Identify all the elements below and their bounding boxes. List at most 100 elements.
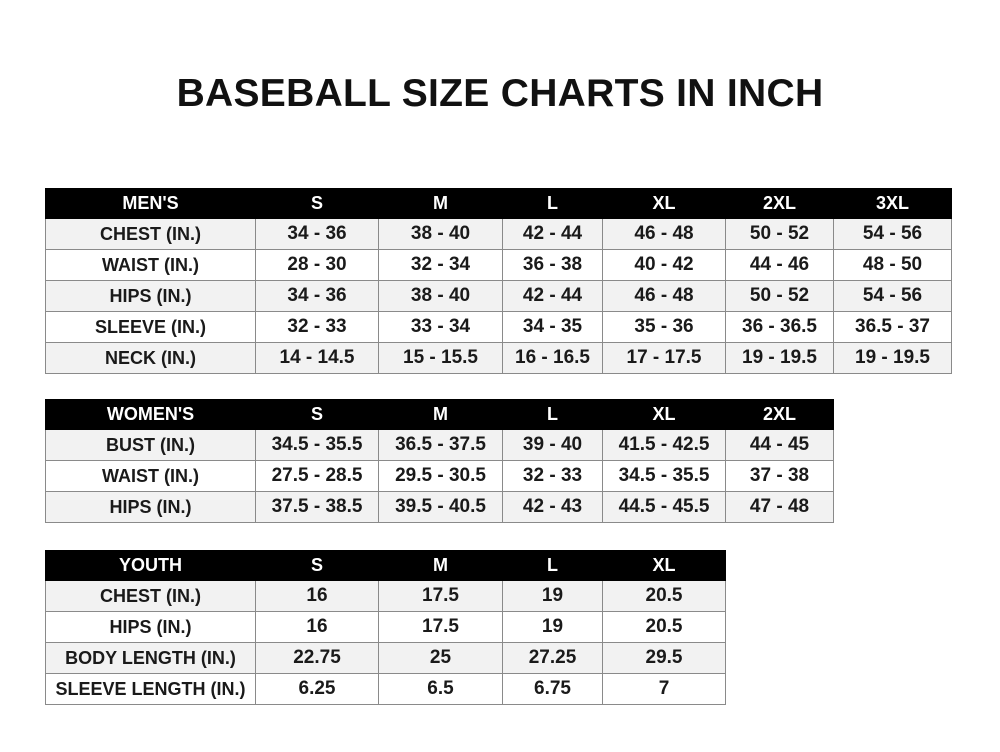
- size-value: 36 - 36.5: [725, 311, 834, 343]
- size-value: 38 - 40: [378, 280, 503, 312]
- size-value: 6.5: [378, 673, 503, 705]
- table-row: WAIST (IN.) 27.5 - 28.5 29.5 - 30.5 32 - 33…: [45, 460, 834, 492]
- size-value: 17.5: [378, 611, 503, 643]
- measurement-label: HIPS (IN.): [45, 611, 256, 643]
- size-header: S: [255, 399, 379, 430]
- size-value: 34.5 - 35.5: [255, 429, 379, 461]
- table-row: CHEST (IN.) 16 17.5 19 20.5: [45, 580, 726, 612]
- size-value: 36 - 38: [502, 249, 603, 281]
- category-header: YOUTH: [45, 550, 256, 581]
- size-value: 27.5 - 28.5: [255, 460, 379, 492]
- size-value: 42 - 44: [502, 280, 603, 312]
- size-value: 36.5 - 37: [833, 311, 952, 343]
- youth-size-table: YOUTH S M L XL CHEST (IN.) 16 17.5 19 20.5 HIPS (I…: [45, 550, 726, 705]
- table-row: BODY LENGTH (IN.) 22.75 25 27.25 29.5: [45, 642, 726, 674]
- size-header: XL: [602, 399, 726, 430]
- table-row: SLEEVE LENGTH (IN.) 6.25 6.5 6.75 7: [45, 673, 726, 705]
- measurement-label: WAIST (IN.): [45, 249, 256, 281]
- size-value: 37.5 - 38.5: [255, 491, 379, 523]
- size-value: 20.5: [602, 580, 726, 612]
- category-header: WOMEN'S: [45, 399, 256, 430]
- size-header: L: [502, 188, 603, 219]
- size-value: 54 - 56: [833, 218, 952, 250]
- size-value: 39 - 40: [502, 429, 603, 461]
- size-header: M: [378, 399, 503, 430]
- size-header: L: [502, 550, 603, 581]
- measurement-label: WAIST (IN.): [45, 460, 256, 492]
- size-value: 37 - 38: [725, 460, 834, 492]
- header-row: YOUTH S M L XL: [45, 550, 726, 581]
- measurement-label: HIPS (IN.): [45, 491, 256, 523]
- measurement-label: NECK (IN.): [45, 342, 256, 374]
- size-value: 44 - 46: [725, 249, 834, 281]
- size-value: 33 - 34: [378, 311, 503, 343]
- header-row: MEN'S S M L XL 2XL 3XL: [45, 188, 952, 219]
- size-value: 15 - 15.5: [378, 342, 503, 374]
- measurement-label: HIPS (IN.): [45, 280, 256, 312]
- size-value: 16: [255, 580, 379, 612]
- size-value: 32 - 34: [378, 249, 503, 281]
- table-row: HIPS (IN.) 37.5 - 38.5 39.5 - 40.5 42 - 43 4…: [45, 491, 834, 523]
- size-value: 16 - 16.5: [502, 342, 603, 374]
- size-value: 50 - 52: [725, 218, 834, 250]
- size-header: M: [378, 188, 503, 219]
- size-value: 34 - 36: [255, 218, 379, 250]
- measurement-label: CHEST (IN.): [45, 580, 256, 612]
- size-value: 50 - 52: [725, 280, 834, 312]
- size-value: 42 - 44: [502, 218, 603, 250]
- size-value: 35 - 36: [602, 311, 726, 343]
- table-row: WAIST (IN.) 28 - 30 32 - 34 36 - 38 40 - 42 4…: [45, 249, 952, 281]
- mens-size-table: MEN'S S M L XL 2XL 3XL CHEST (IN.) 34 - 36 38 - 4…: [45, 188, 952, 374]
- size-value: 20.5: [602, 611, 726, 643]
- measurement-label: SLEEVE LENGTH (IN.): [45, 673, 256, 705]
- size-value: 44 - 45: [725, 429, 834, 461]
- size-value: 6.75: [502, 673, 603, 705]
- size-value: 19 - 19.5: [725, 342, 834, 374]
- size-value: 17.5: [378, 580, 503, 612]
- size-header: L: [502, 399, 603, 430]
- size-value: 16: [255, 611, 379, 643]
- table-row: HIPS (IN.) 16 17.5 19 20.5: [45, 611, 726, 643]
- table-row: HIPS (IN.) 34 - 36 38 - 40 42 - 44 46 - 48 50…: [45, 280, 952, 312]
- size-header: S: [255, 188, 379, 219]
- page-title: BASEBALL SIZE CHARTS IN INCH: [176, 72, 824, 115]
- size-value: 6.25: [255, 673, 379, 705]
- size-value: 48 - 50: [833, 249, 952, 281]
- size-value: 17 - 17.5: [602, 342, 726, 374]
- size-header: 2XL: [725, 188, 834, 219]
- header-row: WOMEN'S S M L XL 2XL: [45, 399, 834, 430]
- size-value: 14 - 14.5: [255, 342, 379, 374]
- size-value: 27.25: [502, 642, 603, 674]
- size-value: 29.5 - 30.5: [378, 460, 503, 492]
- size-header: S: [255, 550, 379, 581]
- size-value: 38 - 40: [378, 218, 503, 250]
- size-value: 29.5: [602, 642, 726, 674]
- measurement-label: BUST (IN.): [45, 429, 256, 461]
- size-value: 34 - 36: [255, 280, 379, 312]
- size-header: M: [378, 550, 503, 581]
- womens-size-table: WOMEN'S S M L XL 2XL BUST (IN.) 34.5 - 35.5 36.5…: [45, 399, 834, 523]
- size-value: 46 - 48: [602, 218, 726, 250]
- table-row: SLEEVE (IN.) 32 - 33 33 - 34 34 - 35 35 - 36…: [45, 311, 952, 343]
- size-value: 28 - 30: [255, 249, 379, 281]
- size-value: 47 - 48: [725, 491, 834, 523]
- size-value: 34.5 - 35.5: [602, 460, 726, 492]
- size-value: 19: [502, 611, 603, 643]
- table-row: CHEST (IN.) 34 - 36 38 - 40 42 - 44 46 - 48 5…: [45, 218, 952, 250]
- size-value: 46 - 48: [602, 280, 726, 312]
- size-value: 25: [378, 642, 503, 674]
- size-value: 19: [502, 580, 603, 612]
- category-header: MEN'S: [45, 188, 256, 219]
- size-value: 36.5 - 37.5: [378, 429, 503, 461]
- table-row: NECK (IN.) 14 - 14.5 15 - 15.5 16 - 16.5 17 …: [45, 342, 952, 374]
- size-value: 34 - 35: [502, 311, 603, 343]
- measurement-label: SLEEVE (IN.): [45, 311, 256, 343]
- size-header: 2XL: [725, 399, 834, 430]
- size-value: 41.5 - 42.5: [602, 429, 726, 461]
- size-value: 19 - 19.5: [833, 342, 952, 374]
- size-value: 54 - 56: [833, 280, 952, 312]
- measurement-label: BODY LENGTH (IN.): [45, 642, 256, 674]
- size-value: 39.5 - 40.5: [378, 491, 503, 523]
- size-value: 32 - 33: [255, 311, 379, 343]
- size-header: XL: [602, 550, 726, 581]
